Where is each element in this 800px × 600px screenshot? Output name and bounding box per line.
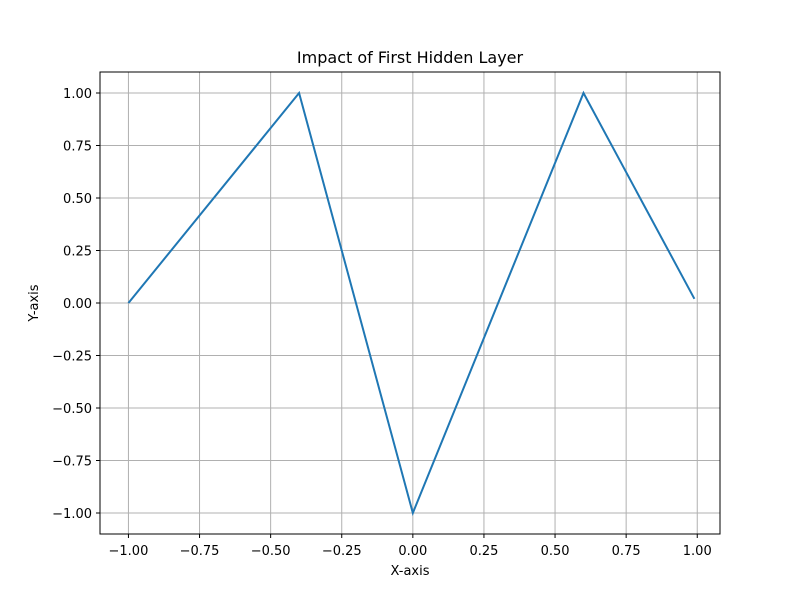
x-tick-label: 0.75 xyxy=(612,544,641,559)
chart-title: Impact of First Hidden Layer xyxy=(297,48,524,67)
series-line xyxy=(127,90,696,517)
y-tick-label: −1.00 xyxy=(52,507,92,522)
x-tick-label: −1.00 xyxy=(109,544,149,559)
series-layer xyxy=(127,90,696,517)
y-tick-label: −0.25 xyxy=(52,350,92,365)
x-tick-label: 0.25 xyxy=(469,544,498,559)
x-tick-label: 0.50 xyxy=(541,544,570,559)
x-tick-label: 1.00 xyxy=(683,544,712,559)
x-axis-label: X-axis xyxy=(391,564,430,579)
y-tick-label: 0.00 xyxy=(63,297,92,312)
y-tick-label: 0.25 xyxy=(63,245,92,260)
y-tick-label: −0.75 xyxy=(52,455,92,470)
grid xyxy=(100,72,720,534)
y-tick-label: 1.00 xyxy=(63,87,92,102)
y-tick-label: 0.50 xyxy=(63,192,92,207)
ticks: −1.00 −0.75 −0.50 −0.25 0.00 0.25 0.50 0.75 1.00… xyxy=(52,87,712,559)
x-tick-label: −0.25 xyxy=(322,544,362,559)
x-tick-label: 0.00 xyxy=(398,544,427,559)
y-tick-label: 0.75 xyxy=(63,140,92,155)
y-axis-label: Y-axis xyxy=(27,284,42,322)
x-tick-label: −0.50 xyxy=(251,544,291,559)
y-tick-label: −0.50 xyxy=(52,402,92,417)
x-tick-label: −0.75 xyxy=(180,544,220,559)
